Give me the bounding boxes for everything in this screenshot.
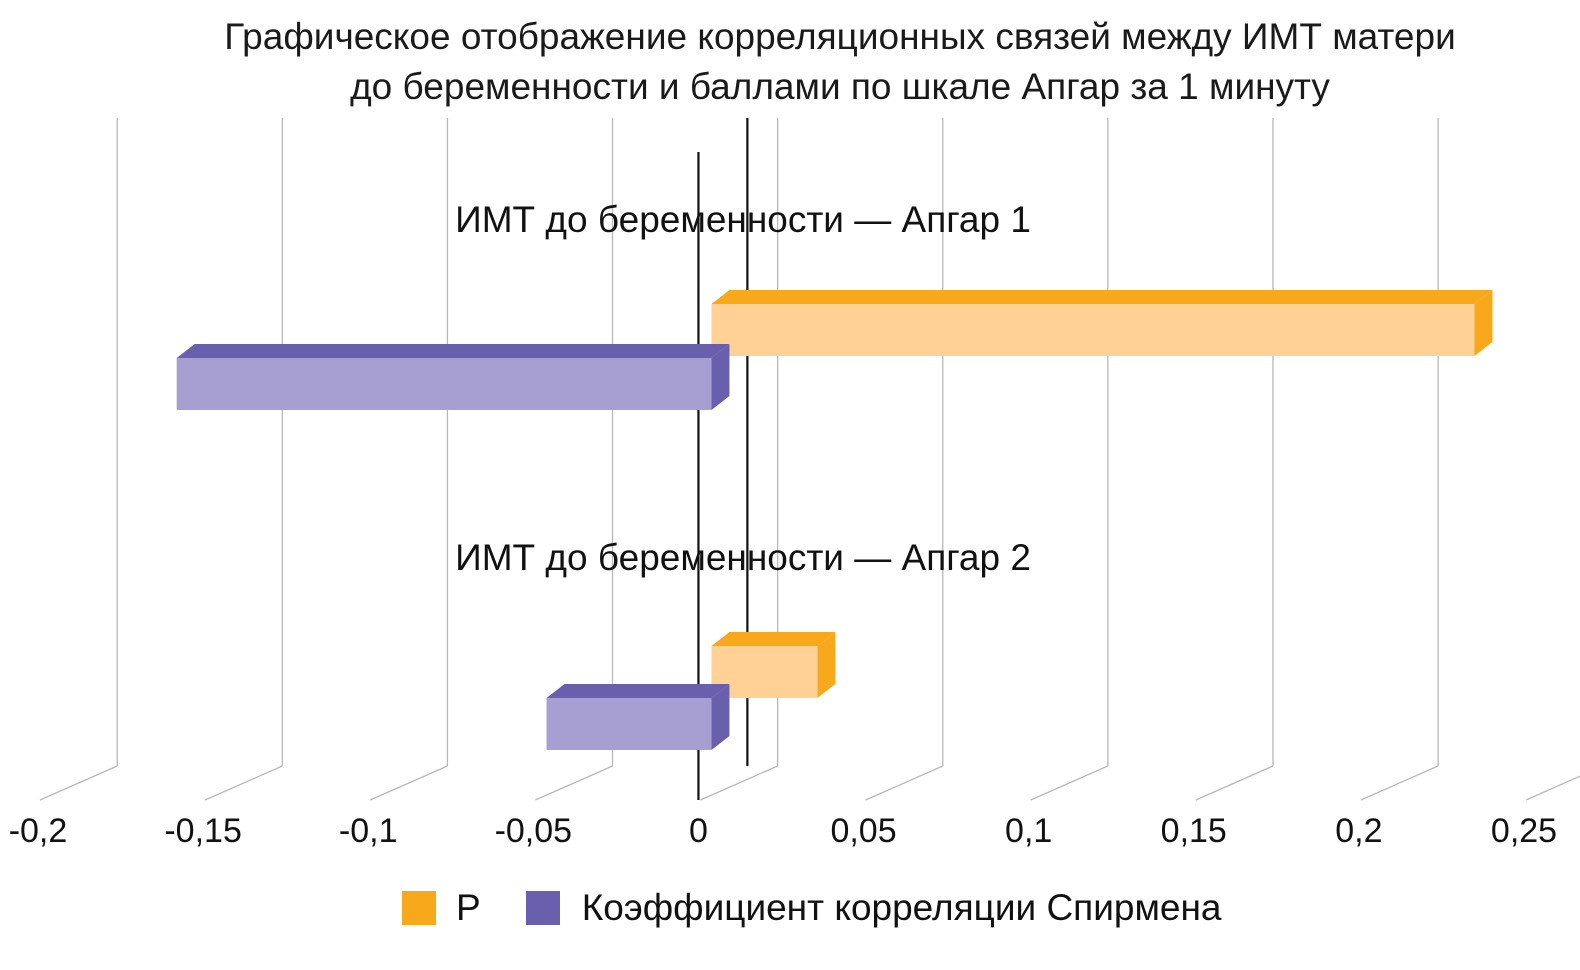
gridline-floor-8 (1360, 765, 1439, 801)
bar-s1-c0 (176, 358, 712, 410)
tick-label-0: -0,2 (9, 812, 68, 850)
gridline-floor-9 (1525, 775, 1580, 801)
category-label-2: ИМТ до беременности — Апгар 2 (455, 537, 1031, 578)
bar-side-s0-c0 (1474, 290, 1493, 356)
category-label-1: ИМТ до беременности — Апгар 1 (455, 199, 1031, 240)
tick-label-9: 0,25 (1491, 812, 1557, 850)
legend: P Коэффициент корреляции Спирмена (402, 883, 1222, 933)
bar-s0-c0 (711, 304, 1475, 356)
legend-item-p: P (402, 887, 526, 929)
gridline-floor-7 (1195, 765, 1274, 801)
chart-title-line-2: до беременности и баллами по шкале Апгар… (350, 66, 1330, 107)
tick-label-2: -0,1 (339, 812, 398, 850)
legend-label-spearman: Коэффициент корреляции Спирмена (581, 887, 1222, 928)
bar-top-s1-c1 (546, 684, 730, 698)
chart-title: Графическое отображение корреляционных с… (130, 12, 1550, 112)
tick-label-7: 0,15 (1161, 812, 1227, 850)
tick-label-1: -0,15 (164, 812, 242, 850)
gridline-floor-6 (1030, 765, 1109, 801)
bar-side-s1-c0 (711, 344, 730, 410)
bar-s1-c1 (546, 698, 712, 750)
chart-title-line-1: Графическое отображение корреляционных с… (224, 16, 1456, 57)
gridline-floor-0 (39, 765, 118, 801)
bar-side-s1-c1 (711, 684, 730, 750)
legend-swatch-spearman (525, 891, 560, 925)
tick-label-4: 0 (689, 812, 708, 850)
legend-swatch-p (402, 891, 436, 925)
gridline-floor-2 (369, 765, 448, 801)
legend-item-spearman: Коэффициент корреляции Спирмена (525, 887, 1222, 929)
gridline-floor-4 (700, 765, 778, 801)
tick-label-3: -0,05 (495, 812, 573, 850)
bar-side-s0-c1 (817, 632, 836, 698)
bar-top-s0-c1 (711, 632, 836, 646)
tick-label-6: 0,1 (1005, 812, 1052, 850)
legend-label-p: P (456, 887, 481, 928)
gridline-floor-3 (535, 765, 613, 801)
bar-top-s0-c0 (711, 290, 1493, 304)
tick-label-8: 0,2 (1335, 812, 1382, 850)
tick-label-5: 0,05 (830, 812, 896, 850)
gridline-floor-1 (204, 765, 283, 801)
bar-top-s1-c0 (176, 344, 730, 358)
gridline-floor-5 (865, 765, 944, 801)
